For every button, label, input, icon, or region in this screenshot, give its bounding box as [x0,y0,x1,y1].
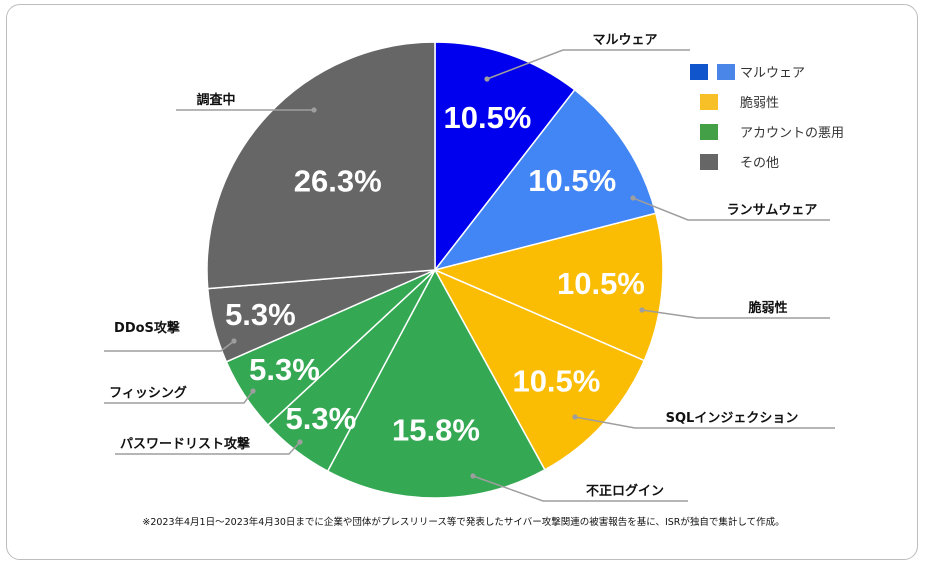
callout-dot [630,195,636,201]
callout-label: 調査中 [196,92,235,108]
pie-slice [434,41,576,273]
callout-label: フィッシング [109,385,187,401]
slice-value-label: 5.3% [286,401,357,436]
legend-label: マルウェア [740,66,805,81]
slice-value-label: 10.5% [512,363,600,398]
slice-value-label: 5.3% [249,352,320,387]
legend-swatch [700,154,718,170]
callout-dot [572,414,578,420]
callout-line [486,49,690,80]
callout-label: DDoS攻撃 [114,320,180,336]
slice-value-label: 5.3% [225,297,296,332]
legend-swatch [700,124,718,140]
pie-slice [432,212,664,362]
legend-label: 脆弱性 [740,95,779,111]
footnote: ※2023年4月1日～2023年4月30日までに企業や団体がプレスリリース等で発… [142,517,785,528]
callout-dot [250,388,256,394]
callout-line [641,309,830,319]
slice-value-label: 10.5% [443,100,531,135]
callout-dot [639,307,645,313]
callout-label: 脆弱性 [747,300,787,316]
slice-value-label: 10.5% [528,163,616,198]
callout-line [104,340,235,352]
legend-label: その他 [740,156,779,171]
callout-dot [231,338,237,344]
slice-value-label: 26.3% [294,163,382,198]
pie-slice [206,41,436,290]
callout-line [632,197,830,221]
legend-swatch [690,64,708,80]
pie-slice [326,268,546,499]
callout-dot [484,76,490,82]
callout-dot [311,107,317,113]
callout-dot [297,439,303,445]
callout-label: マルウェア [592,33,657,48]
legend-swatch [717,64,735,80]
callout-dot [470,473,476,479]
pie-slice [433,88,657,272]
callout-label: SQLインジェクション [666,411,799,426]
callout-line [104,390,254,404]
callout-line [472,475,688,502]
legend-label: アカウントの悪用 [740,126,844,141]
callout-label: 不正ログイン [586,483,664,499]
callout-label: パスワードリスト攻撃 [120,436,250,452]
slice-value-label: 10.5% [557,266,645,301]
pie-slices [206,41,664,499]
callout-line [574,416,835,429]
callout-label: ランサムウェア [727,203,818,218]
slice-value-label: 15.8% [392,413,480,448]
legend-swatch [700,94,718,110]
callout-line [115,441,301,455]
